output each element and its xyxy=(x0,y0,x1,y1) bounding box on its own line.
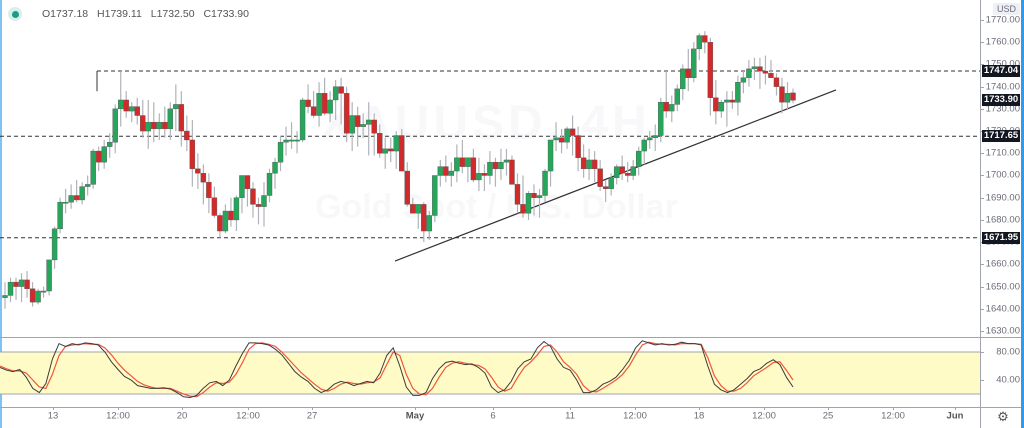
time-tick-mark xyxy=(893,407,894,410)
time-tick-label: Jun xyxy=(946,410,964,422)
time-tick-label: 12:00 xyxy=(881,410,905,422)
time-tick-label: 27 xyxy=(306,410,318,422)
time-tick-mark xyxy=(248,407,249,410)
oscillator-tick-label: 40.00 xyxy=(996,374,1020,386)
price-tick-label: 1750.00 xyxy=(986,59,1020,70)
price-tick-mark xyxy=(980,197,984,199)
time-tick-mark xyxy=(118,407,119,410)
window-right-edge xyxy=(1021,0,1024,428)
time-tick-mark xyxy=(635,407,636,410)
price-tick-label: 1650.00 xyxy=(985,281,1020,293)
oscillator-tick-mark xyxy=(980,380,984,381)
time-tick-label: 12:00 xyxy=(106,410,130,422)
time-tick-label: 11 xyxy=(565,410,575,422)
time-tick-mark xyxy=(53,407,54,410)
time-tick-label: 25 xyxy=(822,410,834,422)
window-left-edge xyxy=(0,0,2,428)
time-tick-label: 13 xyxy=(47,410,59,422)
price-tick-label: 1690.00 xyxy=(985,192,1020,204)
time-tick-label: 12:00 xyxy=(236,410,260,422)
time-axis-border xyxy=(0,407,1021,408)
time-tick-mark xyxy=(493,407,494,410)
price-tick-mark xyxy=(980,175,984,177)
last-price-tag[interactable]: 1733.90 xyxy=(982,94,1020,107)
hline-price-tag[interactable]: 1747.04 xyxy=(982,65,1020,77)
settings-gear-icon[interactable]: ⚙ xyxy=(997,409,1009,424)
price-axis-border xyxy=(980,0,981,428)
price-tick-label: 1770.00 xyxy=(985,14,1020,26)
time-tick-mark xyxy=(312,407,313,410)
time-tick-mark xyxy=(415,407,416,410)
price-tick-mark xyxy=(980,20,984,21)
time-tick-label: 12:00 xyxy=(623,410,647,422)
price-tick-label: 1660.00 xyxy=(985,258,1020,270)
price-tick-label: 1700.00 xyxy=(985,169,1020,181)
price-tick-mark xyxy=(980,42,984,44)
time-tick-mark xyxy=(699,407,700,410)
price-tick-label: 1760.00 xyxy=(985,36,1020,48)
ohlc-legend: O1737.18 H1739.11 L1732.50 C1733.90 xyxy=(8,6,255,22)
price-tick-mark xyxy=(980,153,984,155)
open-value: O1737.18 xyxy=(42,8,89,20)
time-tick-mark xyxy=(764,407,765,410)
low-value: L1732.50 xyxy=(150,8,195,20)
price-tick-mark xyxy=(980,219,984,221)
currency-label[interactable]: USD xyxy=(993,3,1021,15)
price-tick-mark xyxy=(980,86,984,88)
time-tick-label: May xyxy=(405,410,425,422)
high-value: H1739.11 xyxy=(97,8,142,20)
price-tick-label: 1680.00 xyxy=(985,214,1020,226)
time-tick-label: 6 xyxy=(490,410,496,422)
description-watermark: Gold Spot / U.S. Dollar xyxy=(315,188,678,226)
time-tick-mark xyxy=(955,407,956,410)
time-tick-mark xyxy=(570,407,571,410)
price-tick-label: 1740.00 xyxy=(985,81,1020,93)
price-tick-mark xyxy=(980,308,984,310)
time-tick-label: 12:00 xyxy=(752,410,776,422)
hline-price-tag[interactable]: 1717.65 xyxy=(982,130,1020,143)
oscillator-tick-label: 80.00 xyxy=(996,346,1020,358)
oscillator-tick-mark xyxy=(980,352,984,353)
stoch-k-line xyxy=(0,340,794,399)
time-tick-mark xyxy=(828,407,829,410)
close-value: C1733.90 xyxy=(203,8,249,20)
hline-price-tag[interactable]: 1671.95 xyxy=(982,231,1020,244)
time-tick-label: 20 xyxy=(176,410,188,422)
time-tick-mark xyxy=(182,407,183,410)
price-tick-mark xyxy=(980,286,984,288)
oscillator-band xyxy=(0,352,980,394)
price-tick-label: 1630.00 xyxy=(985,325,1020,337)
price-tick-label: 1710.00 xyxy=(985,147,1020,159)
price-tick-mark xyxy=(980,108,984,110)
price-tick-mark xyxy=(980,64,984,66)
price-tick-mark xyxy=(980,264,984,266)
price-tick-mark xyxy=(980,330,984,332)
time-tick-label: 18 xyxy=(693,410,705,422)
market-status-icon[interactable] xyxy=(8,7,22,21)
pane-separator[interactable] xyxy=(0,337,1021,338)
price-tick-label: 1730.00 xyxy=(985,103,1020,115)
price-tick-label: 1640.00 xyxy=(985,303,1020,315)
